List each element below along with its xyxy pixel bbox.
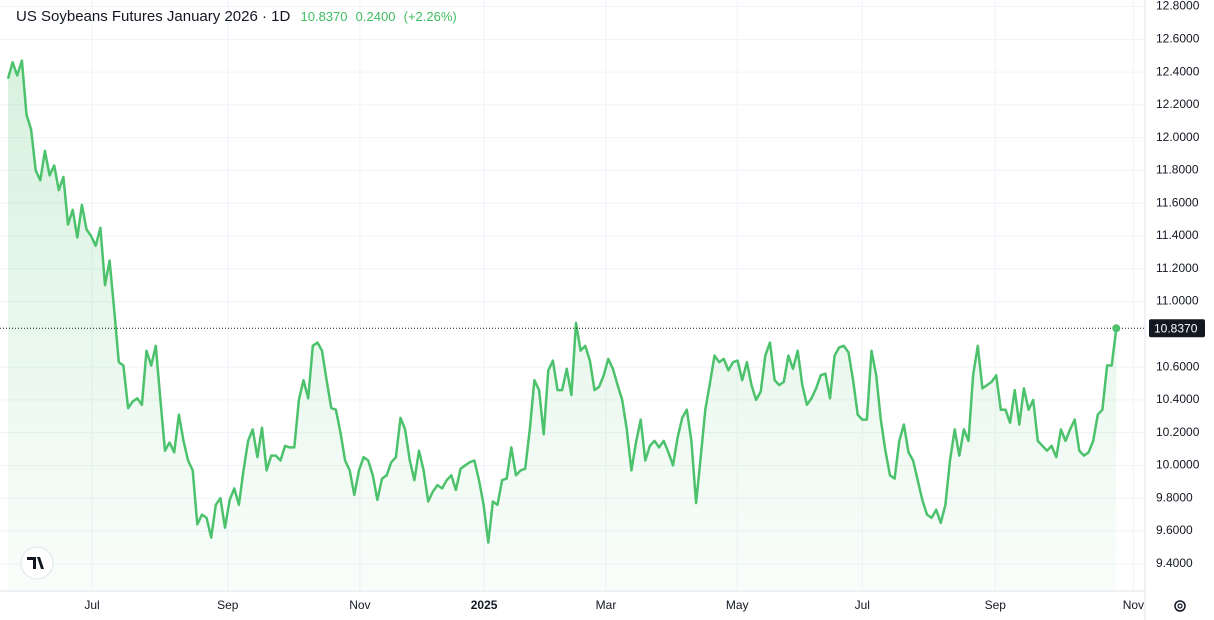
y-tick-label: 10.0000 (1156, 458, 1200, 472)
x-tick-label: Mar (596, 598, 617, 612)
y-tick-label: 11.8000 (1156, 163, 1199, 177)
x-tick-label: Nov (349, 598, 370, 612)
y-tick-label: 12.0000 (1156, 130, 1200, 144)
y-tick-label: 11.0000 (1156, 294, 1199, 308)
x-tick-label: Jul (855, 598, 870, 612)
tv-logo (20, 546, 54, 580)
y-tick-label: 11.2000 (1156, 261, 1199, 275)
x-tick-label: Sep (985, 598, 1007, 612)
area-fill (8, 60, 1117, 591)
price-line (6, 59, 1118, 544)
y-tick-label: 9.4000 (1156, 556, 1193, 570)
settings-button[interactable] (1174, 600, 1186, 612)
price-tag (1149, 319, 1205, 338)
y-tick-label: 10.2000 (1156, 425, 1200, 439)
change: 0.2400 (355, 9, 396, 24)
y-tick-label: 11.4000 (1156, 228, 1199, 242)
last-point (1112, 324, 1121, 333)
last-price: 10.8370 (300, 9, 348, 24)
x-tick-label: May (726, 598, 749, 612)
x-tick-label: Sep (217, 598, 239, 612)
y-tick-label: 12.8000 (1156, 0, 1200, 13)
y-tick-label: 10.6000 (1156, 359, 1200, 373)
y-tick-label: 12.6000 (1156, 32, 1200, 46)
y-tick-label: 9.8000 (1156, 490, 1193, 504)
x-tick-label: 2025 (471, 598, 498, 612)
x-tick-label: Jul (84, 598, 99, 612)
y-tick-label: 12.2000 (1156, 97, 1200, 111)
plot: 10.8370 (0, 59, 1205, 591)
legend-header: US Soybeans Futures January 2026 · 1D 10… (16, 8, 457, 25)
y-tick-label: 11.6000 (1156, 195, 1199, 209)
y-tick-label: 10.4000 (1156, 392, 1200, 406)
y-tick-label: 9.6000 (1156, 523, 1193, 537)
y-tick-label: 12.4000 (1156, 64, 1200, 78)
x-tick-label: Nov (1123, 598, 1144, 612)
symbol-title: US Soybeans Futures January 2026 · 1D (16, 8, 291, 25)
change-percent: (+2.26%) (403, 9, 457, 24)
price-tag-label: 10.8370 (1154, 321, 1198, 335)
